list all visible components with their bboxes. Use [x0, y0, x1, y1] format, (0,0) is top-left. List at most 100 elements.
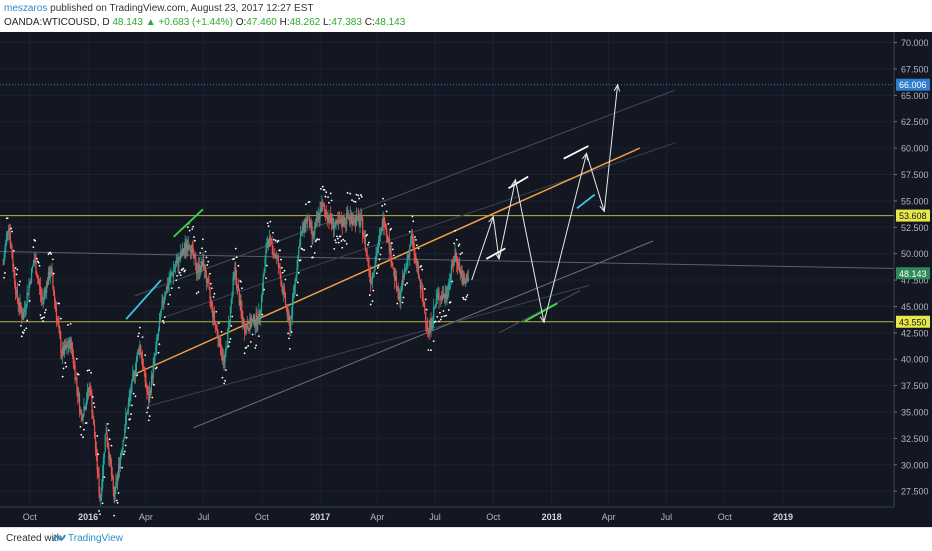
- candle-body: [240, 299, 242, 310]
- candle-body: [172, 274, 174, 276]
- candle-body: [464, 282, 466, 284]
- candle-body: [432, 320, 434, 326]
- sar-dot: [22, 332, 25, 334]
- candle-body: [234, 267, 236, 272]
- candle-body: [253, 315, 255, 327]
- sar-dot: [88, 369, 91, 372]
- sar-dot: [42, 320, 45, 323]
- tradingview-brand[interactable]: TradingView: [68, 533, 124, 544]
- candle-body: [414, 254, 416, 257]
- candle-body: [325, 212, 327, 217]
- candle-body: [58, 325, 60, 331]
- candle-body: [130, 391, 132, 395]
- candle-body: [134, 370, 137, 376]
- candle-body: [173, 269, 176, 270]
- sar-dot: [195, 292, 198, 295]
- candle-body: [441, 296, 443, 300]
- candle-body: [261, 291, 263, 296]
- candle-body: [394, 276, 397, 280]
- projection-arrow: [492, 216, 500, 260]
- time-tick-label: 2018: [542, 512, 562, 522]
- candle-body: [446, 295, 448, 299]
- sar-dot: [10, 227, 13, 230]
- sar-dot: [349, 192, 352, 195]
- candle-body: [213, 311, 216, 322]
- time-axis[interactable]: Oct 2016 Apr Jul Oct 2017 Apr Jul Oct 2018 Apr Jul O…: [0, 506, 894, 522]
- candle-body: [196, 270, 199, 274]
- candle-body: [3, 257, 5, 265]
- sar-dot: [447, 309, 450, 311]
- candle-body: [157, 335, 159, 339]
- candle-body: [40, 293, 42, 299]
- candle-body: [202, 259, 204, 267]
- price-tick-label: 32.500: [901, 434, 929, 444]
- sar-dot: [107, 429, 110, 432]
- sar-dot: [412, 220, 415, 223]
- time-tick-label: Jul: [198, 512, 210, 522]
- projection-arrow: [514, 179, 545, 323]
- candle-body: [418, 278, 421, 280]
- candle-body: [381, 227, 383, 231]
- sar-dot: [50, 253, 53, 255]
- candle-body: [95, 448, 97, 453]
- sar-dot: [440, 315, 443, 318]
- sar-dot: [59, 317, 62, 320]
- candle-body: [54, 300, 57, 309]
- candle-series[interactable]: [2, 195, 469, 506]
- candle-body: [364, 236, 366, 250]
- sar-dot: [182, 267, 185, 270]
- sar-dot: [4, 272, 6, 274]
- candle-body: [398, 295, 400, 299]
- candle-body: [126, 413, 129, 415]
- candle-body: [281, 285, 283, 287]
- sar-dot: [204, 250, 207, 253]
- sar-dot: [108, 438, 111, 441]
- candle-body: [377, 247, 379, 254]
- candle-body: [311, 226, 313, 236]
- sar-dot: [163, 316, 166, 319]
- sar-dot: [335, 241, 337, 244]
- sar-dot: [352, 200, 355, 203]
- candle-body: [117, 464, 120, 474]
- sar-dot: [234, 247, 237, 250]
- sar-dot: [151, 396, 154, 399]
- author-link[interactable]: meszaros: [4, 3, 48, 14]
- time-tick-label: 2019: [773, 512, 793, 522]
- sar-dot: [98, 510, 100, 512]
- candle-body: [81, 415, 83, 420]
- time-tick-label: Oct: [255, 512, 270, 522]
- candle-body: [386, 234, 389, 242]
- candle-body: [305, 219, 307, 229]
- candle-body: [127, 403, 129, 414]
- price-axis[interactable]: 70.000 67.500 65.000 62.500 60.000 57.500 55.0…: [893, 32, 930, 507]
- price-chart[interactable]: 70.000 67.500 65.000 62.500 60.000 57.500 55.0…: [0, 32, 932, 527]
- candle-body: [25, 305, 27, 309]
- sar-dot: [83, 428, 85, 431]
- time-tick-label: Oct: [718, 512, 733, 522]
- candle-body: [186, 245, 188, 250]
- candle-body: [252, 315, 255, 320]
- arrow-head: [613, 83, 621, 92]
- candle-body: [291, 297, 294, 316]
- price-tick-label: 65.000: [901, 91, 929, 101]
- candle-body: [254, 323, 256, 327]
- price-label-text: 53.608: [899, 211, 927, 221]
- candle-body: [455, 252, 457, 256]
- sar-dot: [329, 192, 332, 195]
- candle-body: [362, 235, 365, 238]
- candle-body: [141, 358, 144, 367]
- sar-dot: [129, 418, 132, 420]
- candle-body: [449, 276, 452, 281]
- candle-body: [80, 410, 82, 416]
- candle-body: [158, 321, 160, 332]
- candle-body: [195, 258, 197, 270]
- candle-body: [248, 329, 250, 331]
- sar-dot: [69, 322, 72, 325]
- candle-body: [177, 258, 179, 267]
- sar-dot: [176, 274, 179, 277]
- sar-dot: [299, 259, 302, 261]
- candle-body: [188, 245, 191, 249]
- candle-body: [454, 252, 456, 261]
- time-tick-label: Apr: [370, 512, 384, 522]
- candle-body: [169, 276, 171, 282]
